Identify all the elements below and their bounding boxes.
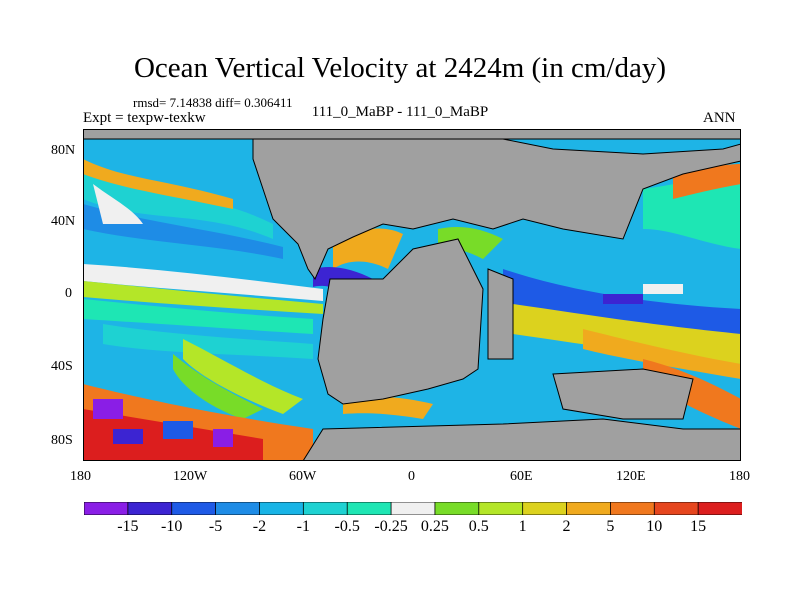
colorbar-tick-label: 2 <box>562 518 571 535</box>
lat-label-40n: 40N <box>51 214 76 229</box>
island-landmass <box>487 268 514 360</box>
map-canvas <box>83 129 741 461</box>
colorbar-tick-label: 15 <box>690 518 707 535</box>
colorbar-swatch <box>434 502 480 515</box>
atlantic-field <box>278 138 503 419</box>
colorbar-tick-label: -0.25 <box>374 518 408 535</box>
gondwana-landmass <box>317 238 484 405</box>
colorbar-tick-label: 0.5 <box>468 518 489 535</box>
experiment-label: Expt = texpw-texkw <box>83 110 206 126</box>
pacific-field <box>83 159 323 419</box>
map-frame <box>83 129 741 461</box>
colorbar-tick-label: -1 <box>296 518 310 535</box>
colorbar-tick-label: 1 <box>518 518 527 535</box>
lon-label-120w: 120W <box>173 469 208 484</box>
colorbar-swatch <box>566 502 612 515</box>
lon-label-60w: 60W <box>289 469 317 484</box>
lon-label-120e: 120E <box>616 469 646 484</box>
season-label: ANN <box>703 110 736 126</box>
colorbar-tick-label: 10 <box>646 518 663 535</box>
colorbar-swatch <box>610 502 656 515</box>
map-title: Ocean Vertical Velocity at 2424m (in cm/… <box>133 52 667 84</box>
lat-label-40s: 40S <box>51 359 73 374</box>
map-panel <box>83 129 741 461</box>
arctic-landmass <box>83 129 741 140</box>
colorbar-tick-label: 5 <box>606 518 615 535</box>
lon-label-180e: 180 <box>729 469 750 484</box>
lat-label-0: 0 <box>65 286 72 301</box>
colorbar-swatch <box>346 502 392 515</box>
colorbar-tick-label: -2 <box>252 518 267 535</box>
stats-label: rmsd= 7.14838 diff= 0.306411 <box>133 95 293 110</box>
colorbar-tick-label: -10 <box>161 518 183 535</box>
colorbar-tick-label: -15 <box>117 518 139 535</box>
lat-label-80n: 80N <box>51 143 76 158</box>
colorbar <box>84 502 742 515</box>
colorbar-swatch <box>478 502 524 515</box>
colorbar-swatch <box>127 502 173 515</box>
colorbar-swatch <box>653 502 700 515</box>
land-masses <box>83 129 741 461</box>
colorbar-swatch <box>522 502 568 515</box>
colorbar-swatch <box>697 502 742 515</box>
colorbar-swatch <box>215 502 261 515</box>
colorbar-tick-label: -5 <box>208 518 223 535</box>
colorbar-tick-label: -0.5 <box>334 518 360 535</box>
colorbar-swatch <box>171 502 217 515</box>
lon-label-0: 0 <box>408 469 415 484</box>
lat-label-80s: 80S <box>51 433 73 448</box>
colorbar-swatch <box>84 502 129 515</box>
antarctic-landmass <box>302 418 741 461</box>
lon-label-180w: 180 <box>70 469 91 484</box>
colorbar-swatch <box>390 502 436 515</box>
colorbar-tick-label: 0.25 <box>420 518 449 535</box>
colorbar-swatch <box>302 502 349 515</box>
northern-continents <box>252 138 741 281</box>
australia-antarctica-landmass <box>552 368 694 420</box>
period-label: 111_0_MaBP - 111_0_MaBP <box>311 104 489 120</box>
lon-label-60e: 60E <box>510 469 533 484</box>
southern-ocean-field <box>83 384 313 461</box>
colorbar-swatch <box>259 502 305 515</box>
